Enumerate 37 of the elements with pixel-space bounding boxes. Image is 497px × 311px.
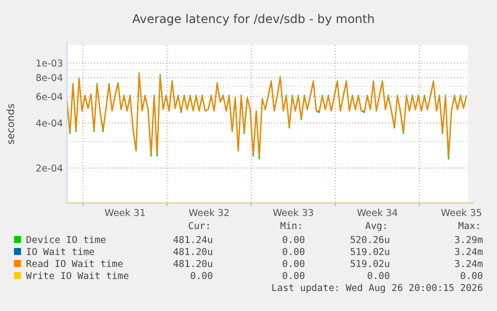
text: Cur:	[188, 221, 211, 232]
text: Max:	[458, 221, 481, 232]
text: 520.26u	[350, 235, 390, 246]
y-tick-label: 4e-04	[36, 118, 63, 130]
x-tick-label: Week 32	[188, 208, 230, 219]
text: 519.02u	[350, 247, 390, 258]
x-tick-label: Week 33	[272, 208, 314, 219]
x-tick-label: Week 34	[356, 208, 398, 219]
legend-label: Write IO Wait time	[26, 271, 130, 282]
x-tick-label: Week 35	[440, 208, 482, 219]
text: 0.00	[282, 247, 306, 258]
text: 0.00	[282, 259, 306, 270]
text: 481.24u	[172, 235, 213, 246]
x-tick-label: Week 31	[104, 208, 146, 219]
text: Last update: Wed Aug 26 20:00:15 2026	[271, 283, 484, 294]
text: 0.00	[282, 271, 306, 282]
text: 3.29m	[454, 235, 484, 246]
text: 3.24m	[454, 259, 484, 270]
legend-label: Device IO time	[26, 235, 106, 246]
y-tick-label: 6e-04	[36, 92, 63, 103]
y-tick-label: 8e-04	[36, 73, 63, 84]
text: 0.00	[460, 271, 484, 282]
text: 0.00	[282, 235, 306, 246]
text: 0.00	[190, 271, 214, 282]
text: 481.20u	[172, 247, 213, 258]
chart-title: Average latency for /dev/sdb - by month	[132, 12, 375, 26]
y-tick-label: 1e-03	[36, 58, 63, 70]
text: Min:	[280, 221, 303, 232]
text: 0.00	[367, 271, 390, 282]
legend-label: Read IO Wait time	[26, 259, 124, 270]
legend-label: IO Wait time	[26, 247, 95, 258]
text: 481.20u	[172, 259, 213, 270]
y-tick-label: 2e-04	[36, 164, 63, 175]
text: Avg:	[365, 221, 388, 232]
y-axis-title: seconds	[6, 104, 17, 144]
text: 3.24m	[454, 247, 484, 258]
text: 519.02u	[350, 259, 390, 270]
